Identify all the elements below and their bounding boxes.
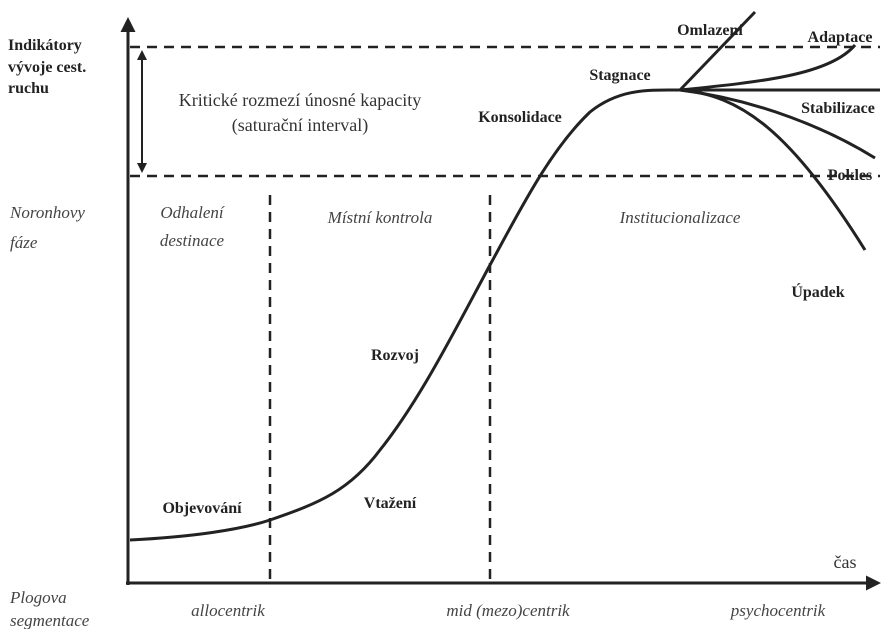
branch-fall — [679, 88, 867, 251]
phase-label: Odhalení — [160, 203, 225, 222]
y-axis-label: Indikátory — [8, 37, 82, 54]
branch-rejuvenation — [678, 10, 757, 92]
segment-label: allocentrik — [191, 601, 265, 620]
capacity-label: (saturační interval) — [232, 115, 368, 136]
stage-label: Konsolidace — [478, 109, 562, 126]
stage-label: Omlazení — [677, 22, 743, 39]
segment-label: psychocentrik — [730, 601, 826, 620]
stage-label: Objevování — [162, 500, 242, 517]
axes — [120, 17, 881, 591]
capacity-label: Kritické rozmezí únosné kapacity — [179, 90, 421, 110]
y-axis-label: vývoje cest. — [8, 59, 86, 76]
phases-title: Noronhovy — [9, 203, 85, 222]
stage-label: Úpadek — [791, 282, 844, 301]
segmentation-title: segmentace — [10, 611, 90, 629]
stage-label: Vtažení — [364, 495, 417, 512]
stage-label: Stagnace — [589, 67, 650, 84]
phase-label: Institucionalizace — [619, 208, 741, 227]
stage-label: Pokles — [828, 167, 872, 184]
phase-label: destinace — [160, 231, 225, 250]
x-axis-label: čas — [834, 552, 857, 572]
stage-label: Adaptace — [808, 29, 873, 46]
branch-adaptation — [679, 44, 857, 92]
phase-label: Místní kontrola — [327, 208, 433, 227]
life-cycle-curve — [129, 88, 681, 542]
segment-label: mid (mezo)centrik — [446, 601, 570, 620]
stage-label: Rozvoj — [371, 347, 419, 364]
y-axis-label: ruchu — [8, 80, 49, 97]
stage-label: Stabilizace — [801, 100, 875, 117]
segmentation-title: Plogova — [9, 588, 67, 607]
phases-title: fáze — [10, 233, 38, 252]
